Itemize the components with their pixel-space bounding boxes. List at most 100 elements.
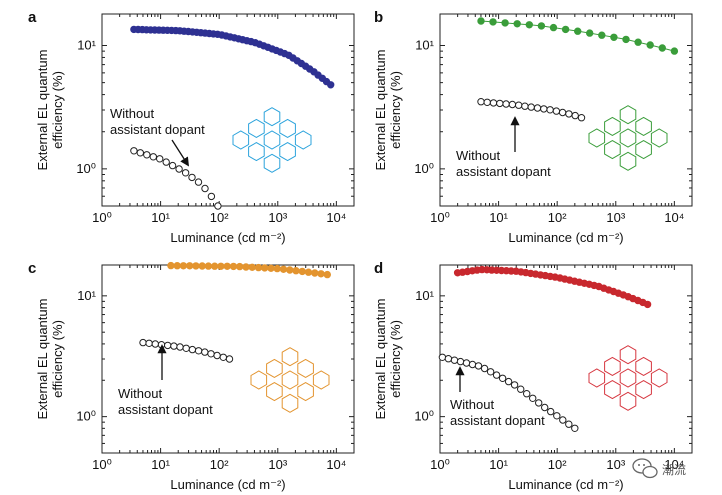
data-point [496, 99, 504, 108]
chart-panel-c: c 10⁰ 10¹ 10² 10³ 10⁴ Luminance (cd m⁻²) 10⁰ 10¹… [28, 260, 355, 492]
ring [248, 118, 265, 138]
y-axis: 10⁰ 10¹ External EL quantumefficiency (%) [373, 37, 692, 207]
x-tick-label: 10⁴ [664, 210, 684, 225]
data-point [286, 266, 294, 274]
series-line [480, 20, 675, 52]
data-point [480, 364, 489, 373]
ring [635, 116, 652, 136]
x-axis-label: Luminance (cd m⁻²) [170, 230, 285, 245]
ring [266, 358, 283, 378]
data-point [561, 25, 570, 34]
x-axis-label: Luminance (cd m⁻²) [508, 477, 623, 492]
x-axis-label: Luminance (cd m⁻²) [170, 477, 285, 492]
ring [312, 370, 330, 390]
ring [588, 128, 606, 148]
series-without-assistant [477, 98, 586, 122]
y-axis-label-line: efficiency (%) [388, 320, 403, 398]
y-tick-label: 10¹ [77, 37, 96, 52]
data-point [179, 262, 188, 270]
y-tick-label: 10⁰ [76, 161, 96, 176]
x-tick-label: 10⁰ [92, 210, 112, 225]
data-point [242, 263, 250, 271]
x-tick-label: 10⁰ [92, 457, 112, 472]
data-point [181, 169, 190, 177]
panel-letter: b [374, 9, 383, 26]
annotation-line: assistant dopant [110, 122, 205, 137]
ring [635, 140, 652, 160]
x-tick-label: 10¹ [151, 457, 170, 472]
data-point [523, 390, 531, 398]
data-point [577, 114, 586, 122]
data-point [547, 407, 555, 416]
data-point [151, 340, 160, 348]
data-point [173, 262, 181, 270]
data-point [204, 262, 213, 270]
ring [263, 130, 281, 150]
data-point [498, 374, 507, 382]
data-point [586, 29, 594, 37]
data-point [327, 81, 335, 89]
panel-letter: d [374, 260, 383, 277]
tetraaryl-tetracene-structure-icon [250, 347, 330, 413]
data-point [634, 38, 642, 46]
data-point [535, 399, 543, 407]
data-point [574, 27, 582, 35]
data-point [571, 424, 579, 432]
data-point [504, 377, 513, 386]
data-point [462, 359, 471, 367]
data-point [533, 104, 542, 112]
data-point [182, 344, 190, 352]
data-point [162, 158, 170, 166]
x-tick-label: 10² [548, 210, 567, 225]
y-axis-label-line: External EL quantum [35, 50, 50, 171]
x-tick-label: 10¹ [489, 457, 508, 472]
x-axis: 10⁰ 10¹ 10² 10³ 10⁴ Luminance (cd m⁻²) [92, 14, 355, 245]
ring [619, 345, 637, 365]
series-with-assistant [477, 17, 679, 55]
y-tick-label: 10⁰ [76, 409, 96, 424]
data-point [317, 270, 325, 278]
data-point [646, 41, 654, 49]
y-axis: 10⁰ 10¹ External EL quantumefficiency (%) [373, 288, 692, 454]
ring [619, 105, 637, 125]
ring [263, 107, 281, 127]
data-point [510, 381, 519, 389]
data-point [136, 149, 145, 157]
x-tick-label: 10³ [606, 210, 625, 225]
panel-letter: c [28, 260, 36, 277]
data-point [145, 339, 153, 347]
data-point [450, 356, 459, 364]
data-point [194, 347, 203, 355]
data-point [267, 264, 275, 272]
data-point [304, 268, 313, 276]
data-point [175, 165, 183, 173]
data-point [261, 264, 269, 272]
data-point [670, 47, 679, 55]
data-point [223, 262, 231, 270]
data-point [541, 403, 549, 412]
ring [279, 118, 296, 138]
diamine-chrysene-structure-icon [588, 105, 668, 171]
data-point [207, 350, 215, 358]
y-axis-label-line: efficiency (%) [50, 71, 65, 149]
panel-letter: a [28, 9, 37, 26]
ring [619, 151, 637, 171]
ring [248, 142, 265, 162]
y-axis: 10⁰ 10¹ External EL quantumefficiency (%) [35, 37, 354, 207]
ring [279, 142, 296, 162]
data-point [143, 151, 151, 159]
data-point [188, 345, 197, 354]
annotation-line: Without [456, 148, 500, 163]
annotation-line: assistant dopant [118, 402, 213, 417]
y-axis-label: External EL quantumefficiency (%) [35, 50, 65, 171]
y-axis-label: External EL quantumefficiency (%) [35, 299, 65, 420]
chart-panel-b: b 10⁰ 10¹ 10² 10³ 10⁴ Luminance (cd m⁻²) 10⁰ 10¹… [373, 9, 693, 245]
ring [588, 368, 606, 388]
data-point [217, 262, 225, 270]
data-point [540, 105, 548, 113]
data-point [489, 18, 497, 26]
